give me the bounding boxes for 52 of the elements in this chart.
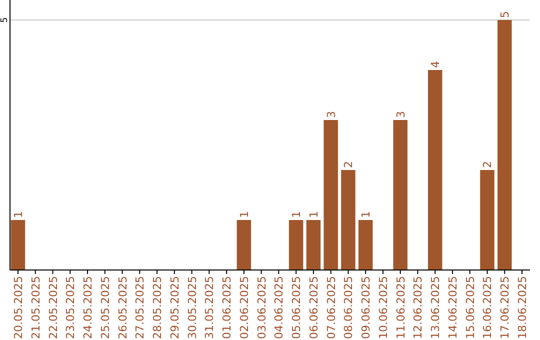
x-tick-label: 27.05.2025	[134, 276, 147, 339]
bar	[480, 170, 494, 270]
x-tick-label: 06.06.2025	[307, 276, 320, 339]
data-label: 3	[324, 111, 338, 118]
x-tick-label: 13.06.2025	[429, 276, 442, 339]
x-tick-label: 08.06.2025	[342, 276, 356, 339]
data-label: 1	[12, 211, 25, 218]
bar	[341, 170, 356, 270]
x-tick-label: 20.05.2025	[12, 276, 25, 339]
x-tick-label: 02.06.2025	[238, 276, 251, 339]
x-tick-label: 04.06.2025	[272, 276, 286, 339]
x-tick-label: 17.06.2025	[498, 276, 512, 339]
data-label: 2	[481, 161, 494, 168]
x-tick-label: 21.05.2025	[29, 276, 42, 339]
x-tick-label: 24.05.2025	[82, 276, 95, 339]
x-tick-label: 10.06.2025	[376, 276, 390, 339]
data-label: 3	[394, 111, 408, 118]
x-tick-label: 14.06.2025	[446, 276, 460, 339]
x-tick-label: 22.05.2025	[46, 276, 60, 339]
x-tick-label: 26.05.2025	[116, 276, 130, 339]
x-tick-label: 07.06.2025	[324, 276, 338, 339]
x-tick-label: 05.06.2025	[290, 276, 304, 339]
data-label: 5	[498, 11, 512, 18]
x-tick-label: 03.06.2025	[255, 276, 268, 339]
data-label: 4	[429, 61, 442, 68]
x-tick-label: 09.06.2025	[360, 276, 373, 339]
bar	[428, 70, 442, 270]
data-label: 2	[342, 161, 356, 168]
x-tick-label: 31.05.2025	[203, 276, 216, 339]
x-tick-label: 28.05.2025	[151, 276, 164, 339]
bar	[10, 220, 26, 270]
bar	[498, 20, 512, 270]
bar	[306, 220, 321, 270]
bar	[324, 120, 338, 270]
x-tick-label: 25.05.2025	[98, 276, 112, 339]
data-label: 1	[290, 211, 304, 218]
x-tick-label: 23.05.2025	[64, 276, 78, 339]
bar	[236, 220, 252, 270]
bar	[288, 220, 304, 270]
x-tick-label: 30.05.2025	[186, 276, 199, 339]
x-tick-label: 16.06.2025	[481, 276, 494, 339]
data-label: 1	[238, 211, 251, 218]
x-tick-label: 29.05.2025	[168, 276, 182, 339]
data-label: 1	[307, 211, 320, 218]
bar	[393, 120, 408, 270]
data-label: 1	[360, 211, 373, 218]
x-tick-label: 15.06.2025	[464, 276, 477, 339]
x-tick-label: 11.06.2025	[394, 276, 408, 339]
bar	[358, 220, 373, 270]
x-tick-label: 12.06.2025	[412, 276, 425, 339]
x-tick-label: 01.06.2025	[220, 276, 234, 339]
x-tick-label: 18.06.2025	[516, 276, 530, 339]
